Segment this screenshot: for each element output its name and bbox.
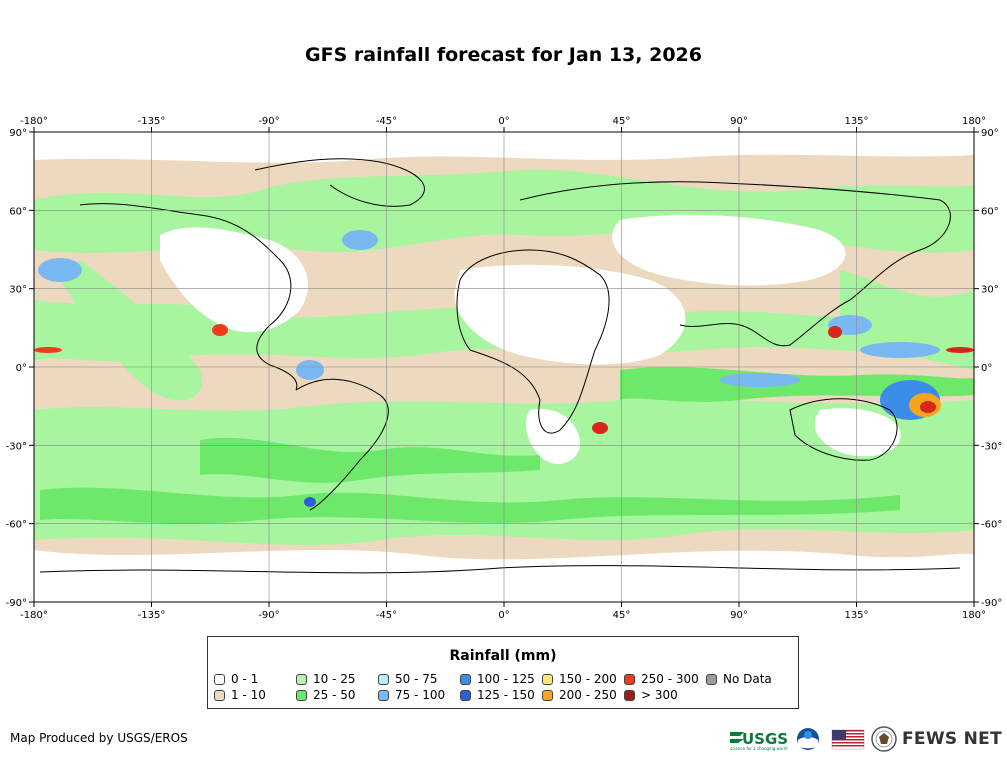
lon-tick-label-top: -180° [20, 116, 48, 127]
lon-tick-label-top: 90° [730, 116, 748, 127]
legend-item: 125 - 150 [460, 688, 535, 702]
lon-tick-label-top: -45° [376, 116, 397, 127]
lon-tick-label-bottom: 0° [498, 610, 509, 620]
lat-tick-label-left: -60° [6, 520, 27, 531]
legend-title: Rainfall (mm) [449, 648, 557, 664]
usgs-logo: USGS science for a changing world [730, 730, 788, 751]
map-title: GFS rainfall forecast for Jan 13, 2026 [305, 44, 702, 66]
legend-swatch [460, 673, 471, 685]
legend-swatch [624, 689, 635, 701]
lon-tick-label-bottom: -45° [376, 610, 397, 620]
rainfall-legend: Rainfall (mm) 0 - 1 1 - 10 10 - 25 25 - 50 5… [207, 636, 799, 709]
lon-tick-label-bottom: -135° [138, 610, 166, 620]
rainfall-map: -180° -180° -135° -135° -90° -90° -45° -45° 0° 0°… [6, 116, 1003, 620]
lon-tick-label-bottom: 45° [613, 610, 631, 620]
axis-ticks: -180° -180° -135° -135° -90° -90° -45° -45° 0° 0°… [6, 116, 1003, 620]
legend-swatch [378, 689, 389, 701]
legend-item: 200 - 250 [542, 688, 617, 702]
legend-label: 250 - 300 [641, 672, 699, 686]
legend-label: 150 - 200 [559, 672, 617, 686]
legend-label: 25 - 50 [313, 688, 356, 702]
lon-tick-label-bottom: 180° [962, 610, 986, 620]
legend-label: 75 - 100 [395, 688, 446, 702]
legend-swatch [542, 689, 553, 701]
lon-tick-label-bottom: -90° [258, 610, 279, 620]
svg-text:USGS: USGS [742, 730, 788, 748]
lat-tick-label-right: 30° [981, 285, 999, 296]
lat-tick-label-right: 60° [981, 206, 999, 217]
legend-item: > 300 [624, 688, 678, 702]
lon-tick-label-top: 135° [844, 116, 868, 127]
lon-tick-label-top: 0° [498, 116, 509, 127]
legend-label: 200 - 250 [559, 688, 617, 702]
legend-label: 1 - 10 [231, 688, 266, 702]
svg-text:science for a changing world: science for a changing world [730, 746, 788, 751]
legend-label: 0 - 1 [231, 672, 259, 686]
lat-tick-label-right: -90° [981, 598, 1002, 609]
lat-tick-label-right: -30° [981, 441, 1002, 452]
lon-tick-label-top: -135° [138, 116, 166, 127]
legend-label: 10 - 25 [313, 672, 356, 686]
legend-item: 0 - 1 [214, 672, 258, 686]
map-canvas [34, 132, 974, 602]
legend-item: 150 - 200 [542, 672, 617, 686]
legend-item: 100 - 125 [460, 672, 535, 686]
legend-label: 50 - 75 [395, 672, 438, 686]
map-credit: Map Produced by USGS/EROS [10, 731, 188, 745]
legend-swatch [706, 673, 717, 685]
noaa-logo [797, 728, 819, 750]
lat-tick-label-right: 90° [981, 128, 999, 139]
lon-tick-label-bottom: 90° [730, 610, 748, 620]
agency-logos: USGS science for a changing world [730, 726, 897, 752]
lat-tick-label-right: 0° [981, 363, 992, 374]
legend-swatch [296, 689, 307, 701]
lon-tick-label-top: -90° [258, 116, 279, 127]
legend-item: 25 - 50 [296, 688, 356, 702]
legend-swatch [214, 673, 225, 685]
legend-swatch [542, 673, 553, 685]
legend-swatch [296, 673, 307, 685]
legend-label: > 300 [641, 688, 678, 702]
legend-swatch [378, 673, 389, 685]
lat-tick-label-left: -30° [6, 441, 27, 452]
fews-net-logo: FEWS NET [902, 729, 1002, 749]
lat-tick-label-left: 90° [9, 128, 27, 139]
legend-item: 50 - 75 [378, 672, 438, 686]
legend-label: No Data [723, 672, 772, 686]
lon-tick-label-bottom: -180° [20, 610, 48, 620]
legend-item: 10 - 25 [296, 672, 356, 686]
lat-tick-label-left: 30° [9, 285, 27, 296]
lat-tick-label-left: 60° [9, 206, 27, 217]
legend-item: 75 - 100 [378, 688, 445, 702]
legend-item: No Data [706, 672, 772, 686]
legend-swatch [214, 689, 225, 701]
state-department-seal [871, 726, 897, 752]
coastlines [39, 158, 961, 574]
lon-tick-label-top: 45° [613, 116, 631, 127]
lon-tick-label-top: 180° [962, 116, 986, 127]
legend-swatch [624, 673, 635, 685]
lon-tick-label-bottom: 135° [844, 610, 868, 620]
heavy-rain-cells [34, 230, 974, 507]
legend-label: 125 - 150 [477, 688, 535, 702]
legend-item: 250 - 300 [624, 672, 699, 686]
legend-swatch [460, 689, 471, 701]
legend-label: 100 - 125 [477, 672, 535, 686]
lat-tick-label-left: -90° [6, 598, 27, 609]
graticule [34, 132, 974, 602]
us-flag [831, 729, 865, 750]
lat-tick-label-left: 0° [16, 363, 27, 374]
legend-item: 1 - 10 [214, 688, 266, 702]
lat-tick-label-right: -60° [981, 520, 1002, 531]
